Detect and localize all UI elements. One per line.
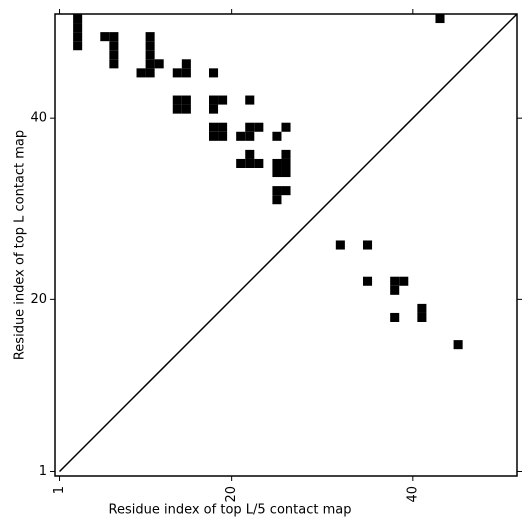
contact-cell (209, 122, 219, 132)
contact-cell (435, 14, 445, 24)
contact-cell (172, 104, 182, 114)
diagonal (58, 13, 518, 473)
contact-cell (245, 158, 255, 168)
contact-cell (335, 240, 345, 250)
contact-cell (236, 131, 246, 141)
contact-cell (209, 104, 219, 114)
contact-cell (245, 95, 255, 105)
contact-cell (236, 158, 246, 168)
contact-cell (136, 68, 146, 78)
y-tick-label: 40 (30, 111, 47, 126)
contact-cell (145, 41, 155, 51)
contact-cell (109, 41, 119, 51)
contact-cell (272, 186, 282, 196)
x-tick-label: 40 (405, 486, 420, 503)
contact-cell (218, 122, 228, 132)
contact-cell (254, 122, 264, 132)
contact-cell (209, 68, 219, 78)
contact-cell (399, 276, 409, 286)
contact-cell (100, 32, 110, 42)
contact-cell (417, 303, 427, 313)
contact-cell (272, 195, 282, 205)
x-tick-label: 1 (52, 486, 67, 494)
contact-cell (145, 59, 155, 69)
contact-cell (154, 59, 164, 69)
contact-cell (417, 312, 427, 322)
contact-cell (109, 50, 119, 60)
contact-cell (209, 131, 219, 141)
contact-cell (73, 14, 83, 24)
contact-cell (254, 158, 264, 168)
contact-cell (218, 131, 228, 141)
contact-cell (281, 122, 291, 132)
contact-cell (73, 23, 83, 33)
contact-cell (181, 104, 191, 114)
contact-cell (363, 240, 373, 250)
plot-frame (54, 13, 518, 477)
contact-cell (281, 158, 291, 168)
contact-cell (109, 32, 119, 42)
contact-cell (281, 149, 291, 159)
contact-cell (73, 32, 83, 42)
contact-cell (281, 168, 291, 178)
y-tick-label: 1 (39, 464, 47, 479)
contact-cell (363, 276, 373, 286)
contact-cell (73, 41, 83, 51)
contact-cell (109, 59, 119, 69)
contact-cell (453, 340, 463, 350)
contact-cell (218, 95, 228, 105)
y-axis-label: Residue index of top L contact map (13, 130, 28, 360)
contact-cell (245, 149, 255, 159)
contact-cell (281, 186, 291, 196)
contact-cell (172, 68, 182, 78)
contact-cell (272, 131, 282, 141)
contact-cell (181, 95, 191, 105)
x-tick-label: 20 (224, 486, 239, 503)
contact-cell (145, 68, 155, 78)
x-axis-label: Residue index of top L/5 contact map (109, 503, 352, 518)
contact-cell (245, 131, 255, 141)
contact-cell (181, 68, 191, 78)
contact-cell (172, 95, 182, 105)
contact-cell (181, 59, 191, 69)
y-tick-label: 20 (30, 292, 47, 307)
contact-cell (390, 285, 400, 295)
contact-cell (390, 312, 400, 322)
contact-cell (272, 168, 282, 178)
contact-cell (145, 50, 155, 60)
contact-cell (272, 158, 282, 168)
contact-cell (209, 95, 219, 105)
contact-cell (390, 276, 400, 286)
contact-cell (145, 32, 155, 42)
contact-cell (245, 122, 255, 132)
